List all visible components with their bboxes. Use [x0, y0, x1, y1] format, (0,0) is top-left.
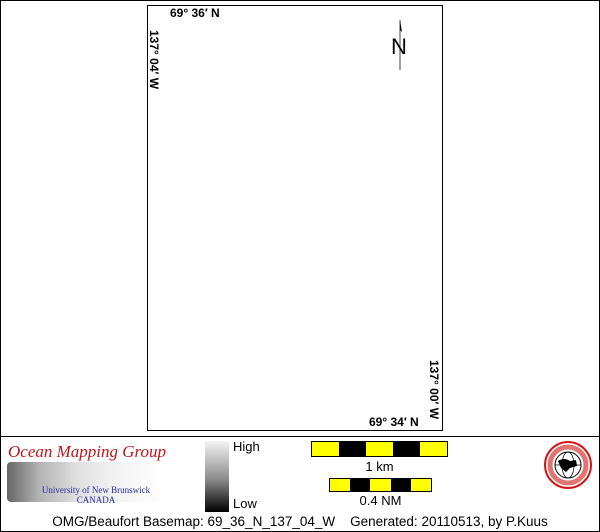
- generated-info: Generated: 20110513, by P.Kuus: [350, 514, 548, 529]
- unb-geodesy-emblem-icon: [544, 441, 592, 494]
- left-longitude-label: 137° 04′ W: [147, 30, 161, 90]
- colorbar-low-label: Low: [233, 496, 257, 511]
- north-arrow-icon: N: [390, 18, 410, 72]
- footer-caption: OMG/Beaufort Basemap: 69_36_N_137_04_W G…: [0, 514, 600, 529]
- scale-bar-km: [311, 441, 448, 457]
- logo-title: Ocean Mapping Group: [8, 442, 167, 461]
- scale-nm-label: 0.4 NM: [359, 493, 402, 508]
- logo-university-name: University of New Brunswick: [41, 485, 151, 495]
- omg-logo: Ocean Mapping Group University of New Br…: [5, 440, 167, 506]
- logo-image: [7, 462, 165, 502]
- top-latitude-label: 69° 36′ N: [170, 6, 220, 20]
- bottom-latitude-label: 69° 34′ N: [369, 415, 419, 429]
- depth-colorbar: [205, 441, 229, 512]
- basemap-name: OMG/Beaufort Basemap: 69_36_N_137_04_W: [52, 514, 336, 529]
- legend-divider: [0, 436, 600, 437]
- scale-bar-nm: [329, 478, 432, 492]
- colorbar-high-label: High: [233, 439, 260, 454]
- logo-university: University of New Brunswick CANADA: [41, 485, 151, 505]
- scale-km-label: 1 km: [365, 459, 394, 474]
- right-longitude-label: 137° 00′ W: [427, 360, 441, 420]
- map-frame: [147, 5, 443, 431]
- logo-country: CANADA: [76, 495, 116, 505]
- north-label: N: [391, 34, 407, 59]
